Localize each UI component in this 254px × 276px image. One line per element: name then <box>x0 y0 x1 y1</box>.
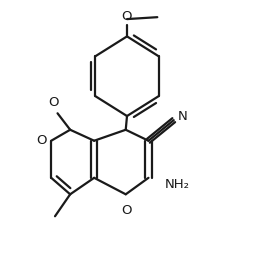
Text: NH₂: NH₂ <box>165 178 190 191</box>
Text: O: O <box>122 204 132 217</box>
Text: O: O <box>36 134 47 147</box>
Text: N: N <box>178 110 187 123</box>
Text: O: O <box>49 96 59 109</box>
Text: O: O <box>122 10 132 23</box>
